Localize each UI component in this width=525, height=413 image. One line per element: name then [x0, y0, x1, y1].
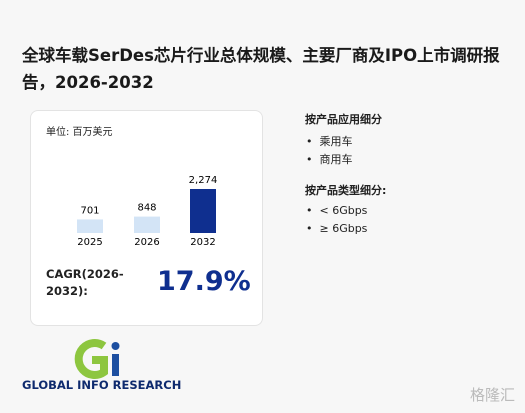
section-heading-text: 按产品应用细分 [305, 113, 382, 126]
chart-subtitle: 单位: 百万美元 [46, 127, 113, 138]
value-label: 2,274 [189, 175, 218, 186]
section-item: • 商用车 [306, 153, 353, 166]
title: 全球车载SerDes芯片行业总体规模、主要厂商及IPO上市调研报告，2026-2… [22, 46, 500, 92]
bar [134, 216, 160, 233]
category-label: 2032 [190, 237, 215, 248]
category-label: 2025 [77, 237, 102, 248]
logo-text: GLOBAL INFO RESEARCH [22, 378, 182, 392]
section-heading: 按产品应用细分 [305, 111, 382, 127]
cagr-value: 17.9% [157, 266, 251, 297]
section-item: • 乘用车 [306, 135, 353, 148]
category-label: 2026 [134, 237, 159, 248]
watermark: 格隆汇 [470, 386, 516, 404]
bar [190, 189, 216, 233]
section-item: • < 6Gbps [306, 204, 368, 217]
section-item-text: 商用车 [319, 153, 353, 166]
section-item: • ≥ 6Gbps [306, 222, 368, 235]
section-item-text: 乘用车 [319, 135, 353, 148]
section-item-text: < 6Gbps [319, 204, 368, 217]
section-item-text: ≥ 6Gbps [319, 222, 368, 235]
value-label: 848 [137, 203, 156, 214]
value-label: 701 [80, 205, 99, 216]
logo-mark [74, 339, 120, 379]
section-heading: 按产品类型细分: [305, 182, 386, 198]
bar [77, 219, 103, 233]
section-heading-text: 按产品类型细分: [305, 184, 387, 197]
cagr-label: CAGR(2026-2032): [46, 267, 124, 298]
